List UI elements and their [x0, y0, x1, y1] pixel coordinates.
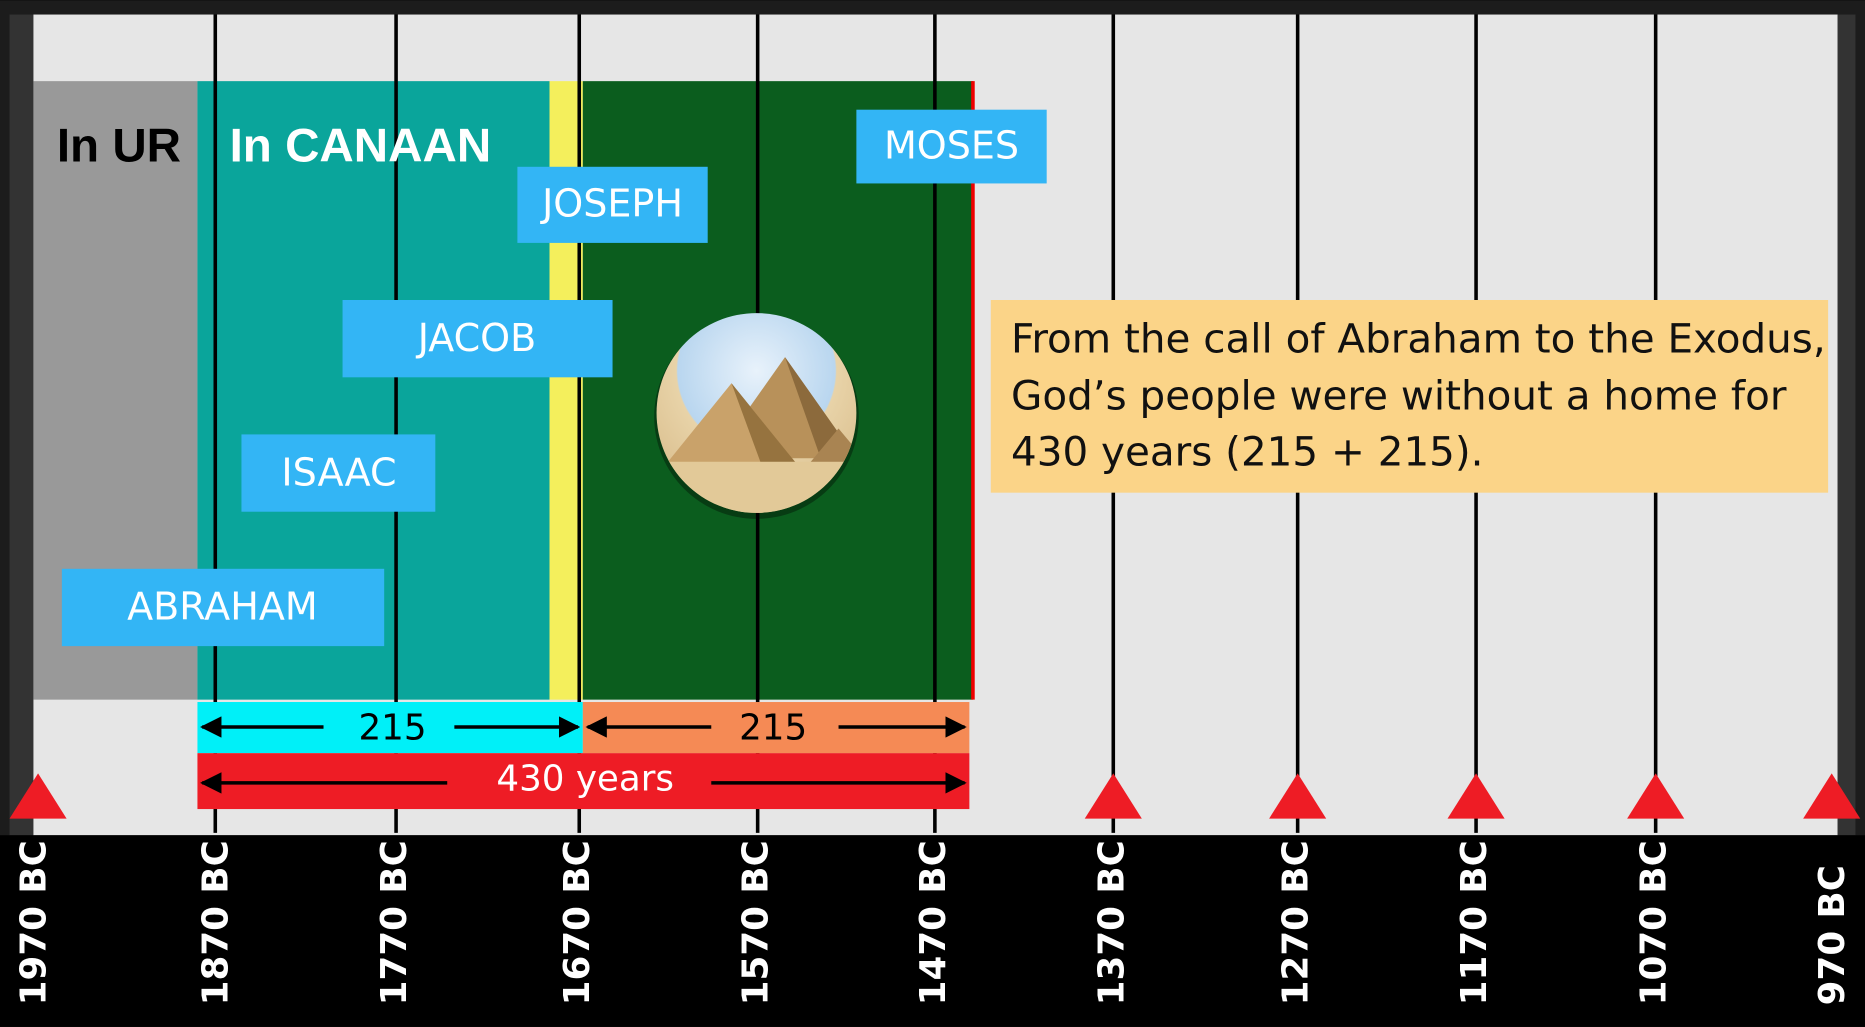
tick-label: 970 BC	[1812, 865, 1853, 1005]
tick-label: 1170 BC	[1454, 840, 1495, 1005]
note-line: From the call of Abraham to the Exodus,	[1011, 315, 1826, 363]
span-label: 430 years	[496, 759, 674, 800]
tick-label: 1570 BC	[736, 840, 777, 1005]
person-label: JOSEPH	[540, 182, 683, 226]
person-label: MOSES	[884, 123, 1019, 167]
pyramids-image	[654, 313, 859, 519]
person-label: ISAAC	[281, 450, 396, 494]
person-label: JACOB	[416, 316, 537, 360]
span-label: 215	[739, 707, 807, 748]
period-label: In CANAAN	[230, 120, 492, 173]
tick-markers	[9, 773, 1861, 819]
left-rail	[9, 14, 34, 836]
tick-label: 1070 BC	[1634, 840, 1675, 1005]
note-line: 430 years (215 + 215).	[1011, 428, 1484, 476]
note-line: God’s people were without a home for	[1011, 372, 1787, 420]
tick-label: 1870 BC	[196, 840, 237, 1005]
tick-labels: 1970 BC 1870 BC 1770 BC 1670 BC 1570 BC 1470 …	[14, 840, 1853, 1005]
right-rail	[1837, 14, 1856, 836]
tick-label: 1770 BC	[374, 840, 415, 1005]
tick-label: 1270 BC	[1276, 840, 1317, 1005]
tick-label: 1470 BC	[913, 840, 954, 1005]
tick-label: 1670 BC	[557, 840, 598, 1005]
period-label: In UR	[57, 120, 181, 173]
person-boxes: MOSES JOSEPH JACOB ISAAC ABRAHAM	[61, 109, 1047, 647]
axis-band	[0, 835, 1865, 1027]
note-box	[990, 300, 1829, 493]
span-arrows	[200, 716, 967, 794]
tick-label: 1370 BC	[1091, 840, 1132, 1005]
tick-label: 1970 BC	[14, 840, 55, 1005]
person-label: ABRAHAM	[127, 585, 318, 629]
span-label: 215	[358, 707, 426, 748]
